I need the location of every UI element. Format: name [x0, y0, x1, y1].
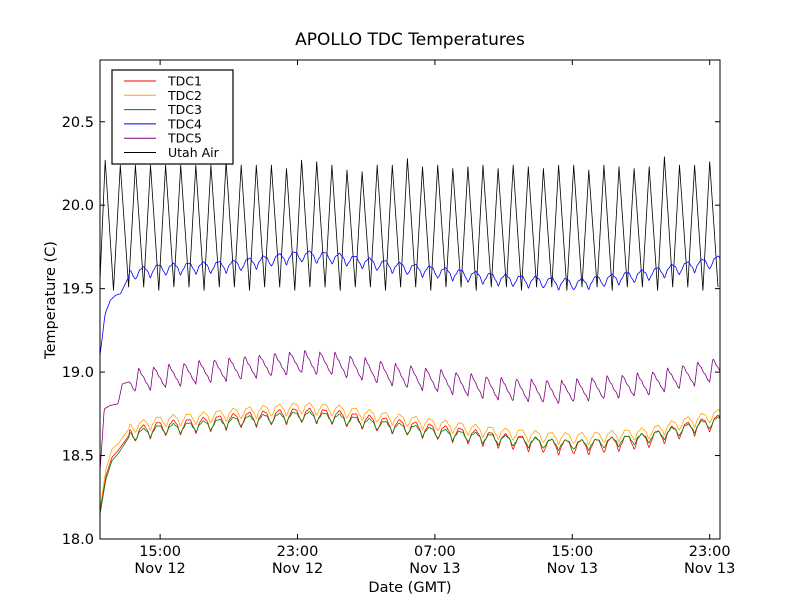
plot-frame: [99, 59, 721, 540]
series-line-tdc1: [99, 407, 721, 513]
x-tick-label-date: Nov 12: [272, 561, 323, 577]
y-tick-label: 20.5: [62, 115, 94, 131]
legend-label: TDC3: [167, 102, 202, 117]
x-tick-label-date: Nov 13: [547, 561, 598, 577]
series-line-tdc2: [99, 402, 721, 510]
x-tick-label-time: 07:00: [414, 544, 456, 560]
x-tick-label-time: 15:00: [551, 544, 593, 560]
y-tick-label: 18.0: [62, 532, 94, 548]
x-tick-label-date: Nov 12: [134, 561, 185, 577]
legend-label: Utah Air: [168, 145, 220, 160]
legend-box: [111, 69, 234, 165]
plot-area: [99, 156, 721, 515]
series-line-tdc3: [99, 411, 721, 515]
x-tick-label-date: Nov 13: [409, 561, 460, 577]
x-tick-label-date: Nov 13: [684, 561, 735, 577]
y-tick-label: 19.5: [62, 282, 94, 298]
x-tick-label-time: 23:00: [689, 544, 731, 560]
y-axis: 18.0 18.5 19.0 19.5 20.0 20.5: [62, 115, 720, 548]
y-tick-label: 20.0: [62, 198, 94, 214]
y-axis-label: Temperature (C): [43, 241, 59, 360]
y-tick-label: 18.5: [62, 449, 94, 465]
legend-label: TDC4: [167, 116, 202, 131]
series-line-utah-air: [99, 156, 719, 291]
x-tick-label-time: 23:00: [277, 544, 319, 560]
chart-title: APOLLO TDC Temperatures: [295, 30, 525, 50]
legend-label: TDC1: [167, 74, 202, 89]
series-line-tdc4: [99, 250, 721, 356]
series-line-tdc5: [99, 350, 721, 471]
legend-label: TDC5: [167, 131, 202, 146]
x-axis-label: Date (GMT): [368, 580, 451, 596]
y-tick-label: 19.0: [62, 365, 94, 381]
legend-label: TDC2: [167, 88, 202, 103]
x-tick-label-time: 15:00: [139, 544, 181, 560]
